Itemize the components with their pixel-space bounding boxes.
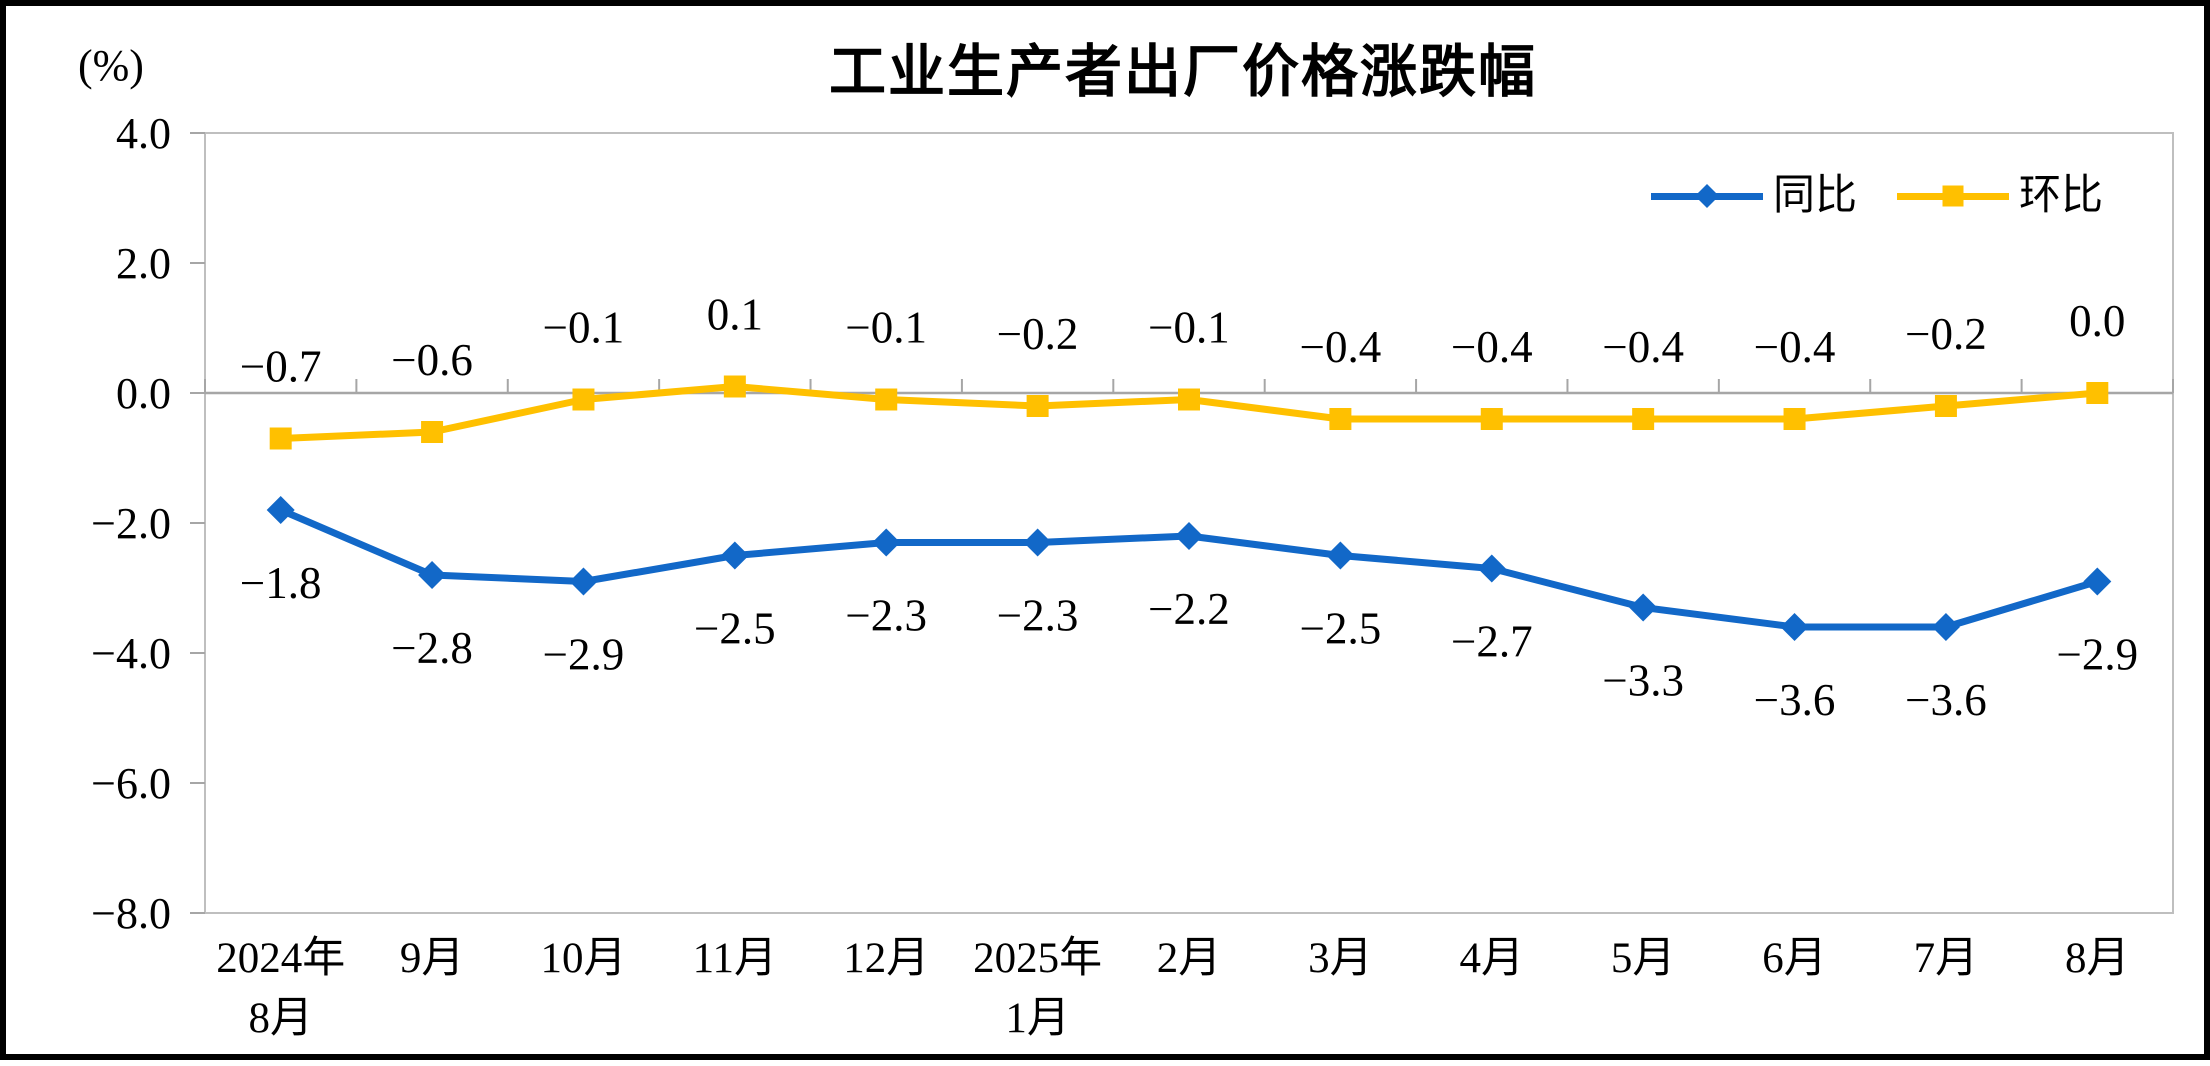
series-1-data-point-marker bbox=[2086, 382, 2109, 404]
legend-item-mom: 环比 bbox=[1897, 175, 2103, 217]
x-axis-category-label: 4月 bbox=[1460, 935, 1525, 982]
legend-label-yoy: 同比 bbox=[1773, 173, 1858, 219]
series-1-data-point-marker bbox=[421, 421, 444, 443]
series-1-data-label: −0.6 bbox=[391, 335, 473, 385]
series-1-data-label: 0.0 bbox=[2069, 296, 2125, 346]
y-axis-tick-label: −8.0 bbox=[91, 889, 171, 938]
series-0-data-point-marker bbox=[1629, 593, 1658, 622]
legend: 同比 环比 bbox=[1651, 170, 2103, 222]
series-1-data-point-marker bbox=[1934, 395, 1957, 417]
series-0-data-label: −3.3 bbox=[1602, 656, 1684, 706]
series-0-data-point-marker bbox=[266, 496, 295, 524]
series-0-data-point-marker bbox=[1023, 528, 1052, 557]
series-0-data-point-marker bbox=[720, 541, 749, 570]
chart-title: 工业生产者出厂价格涨跌幅 bbox=[829, 41, 1537, 104]
legend-item-yoy: 同比 bbox=[1651, 175, 1857, 217]
y-axis-tick-label: 4.0 bbox=[116, 109, 171, 158]
x-axis-category-label: 2月 bbox=[1157, 935, 1222, 982]
series-0-data-label: −2.2 bbox=[1148, 584, 1230, 634]
x-axis-category-label: 10月 bbox=[540, 935, 626, 982]
series-1-data-label: 0.1 bbox=[707, 290, 763, 340]
series-0-data-label: −2.3 bbox=[845, 591, 927, 641]
series-0-data-label: −3.6 bbox=[1905, 675, 1987, 725]
x-axis-category-label: 2025年 1月 bbox=[973, 935, 1102, 1042]
x-axis-category-label: 12月 bbox=[843, 935, 929, 982]
x-axis-category-label: 11月 bbox=[693, 935, 777, 982]
series-0-data-label: −2.9 bbox=[2056, 630, 2138, 680]
series-1-data-point-marker bbox=[1783, 408, 1806, 430]
series-1-data-label: −0.1 bbox=[845, 303, 927, 353]
y-axis-tick-label: 0.0 bbox=[116, 369, 171, 418]
series-0-data-label: −3.6 bbox=[1754, 675, 1836, 725]
y-axis-tick-label: 2.0 bbox=[116, 239, 171, 288]
plot-area: 4.0 2.0 0.0 −2.0 −4.0 −6.0 −8.0 2024年 8月 9月 10月 11月… bbox=[91, 109, 2174, 1042]
series-0-data-label: −1.8 bbox=[240, 558, 322, 608]
series-0-data-point-marker bbox=[1175, 522, 1203, 550]
y-axis-tick-label: −4.0 bbox=[91, 629, 171, 678]
series-1-data-label: −0.1 bbox=[543, 303, 625, 353]
series-0-data-label: −2.7 bbox=[1451, 617, 1533, 667]
series-1-data-label: −0.4 bbox=[1300, 322, 1382, 372]
series-1-data-point-marker bbox=[1329, 408, 1352, 430]
series-1-data-label: −0.7 bbox=[240, 342, 322, 392]
series-1-data-point-marker bbox=[1026, 395, 1049, 417]
series-0-data-point-marker bbox=[569, 567, 598, 596]
series-0-data-label: −2.3 bbox=[997, 591, 1079, 641]
series-0-data-point-marker bbox=[1326, 541, 1355, 570]
series-0-data-point-marker bbox=[2083, 567, 2112, 596]
x-axis-category-label: 9月 bbox=[400, 935, 465, 982]
series-0-data-point-marker bbox=[1477, 554, 1506, 583]
x-axis-category-label: 2024年 8月 bbox=[216, 935, 345, 1042]
series-0-data-point-marker bbox=[1931, 613, 1960, 641]
series-1-data-label: −0.4 bbox=[1602, 322, 1684, 372]
series-1-data-point-marker bbox=[723, 375, 746, 398]
series-1-data-label: −0.2 bbox=[997, 309, 1079, 359]
mom-line-square-icon bbox=[1897, 185, 2010, 207]
series-1-data-label: −0.4 bbox=[1754, 322, 1836, 372]
series-0-data-point-marker bbox=[1780, 613, 1809, 641]
y-axis-tick-label: −6.0 bbox=[91, 759, 171, 808]
x-axis-category-label: 7月 bbox=[1914, 935, 1979, 982]
series-0-data-point-marker bbox=[418, 561, 447, 589]
y-axis-unit-label: (%) bbox=[78, 41, 144, 90]
series-1-data-point-marker bbox=[572, 388, 595, 411]
series-1-data-point-marker bbox=[1178, 388, 1200, 411]
series-1-data-point-marker bbox=[875, 388, 898, 411]
series-1-data-point-marker bbox=[1480, 408, 1503, 430]
x-axis-category-label: 8月 bbox=[2065, 935, 2130, 982]
legend-label-mom: 环比 bbox=[2019, 173, 2104, 219]
y-axis-tick-label: −2.0 bbox=[91, 499, 171, 548]
series-0-data-label: −2.8 bbox=[391, 623, 473, 673]
yoy-line-diamond-icon bbox=[1651, 183, 1763, 209]
series-1-data-point-marker bbox=[1632, 408, 1655, 430]
series-1-data-point-marker bbox=[269, 427, 292, 450]
series-0-data-label: −2.5 bbox=[694, 604, 776, 654]
series-1-data-label: −0.4 bbox=[1451, 322, 1533, 372]
series-0-data-point-marker bbox=[872, 528, 901, 557]
x-axis-category-label: 6月 bbox=[1762, 935, 1827, 982]
x-axis-category-label: 3月 bbox=[1308, 935, 1373, 982]
series-1-data-label: −0.1 bbox=[1148, 303, 1230, 353]
series-0-data-label: −2.5 bbox=[1300, 604, 1382, 654]
series-1-data-label: −0.2 bbox=[1905, 309, 1987, 359]
series-0-data-label: −2.9 bbox=[543, 630, 625, 680]
x-axis-category-label: 5月 bbox=[1611, 935, 1676, 982]
